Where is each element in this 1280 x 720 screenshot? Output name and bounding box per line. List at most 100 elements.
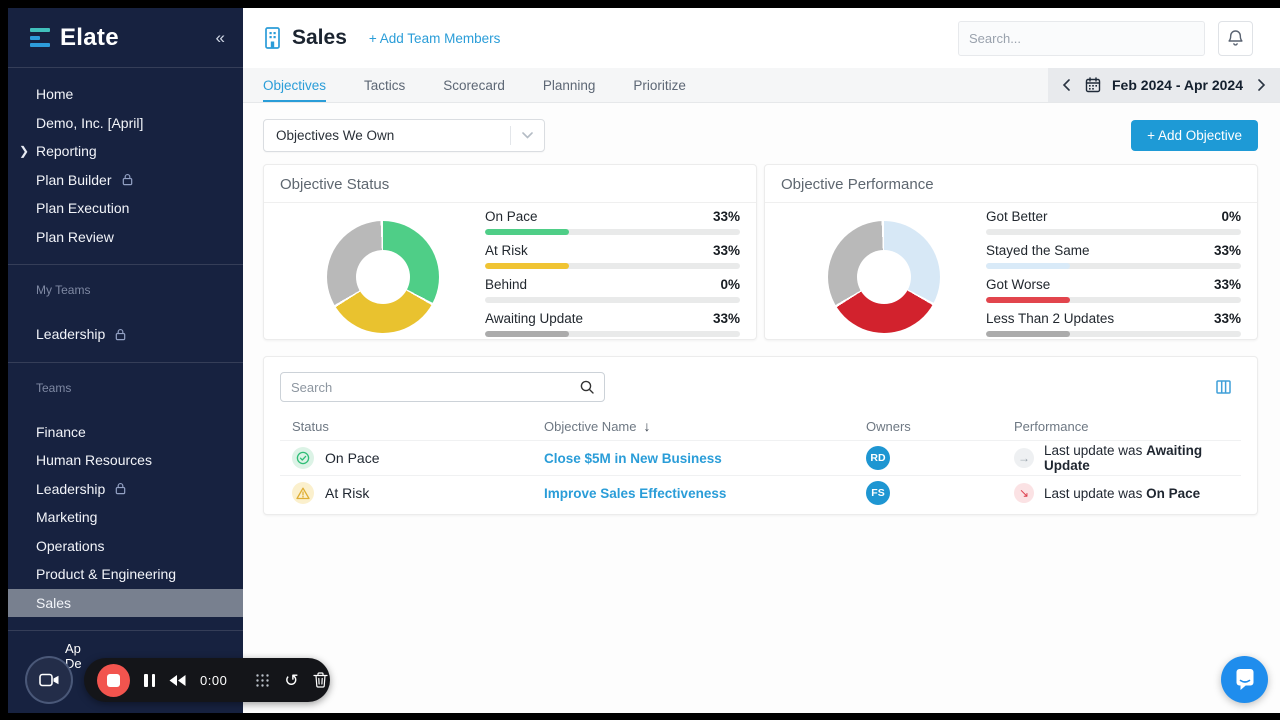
calendar-icon [1085,77,1101,93]
page-title: Sales [292,26,347,49]
sidebar-section-list: Finance Human Resources Leadership Marketin… [8,406,243,617]
performance-text: Last update was On Pace [1044,486,1200,501]
sidebar-item-plan-execution[interactable]: Plan Execution [8,194,243,223]
table-body: On Pace Close $5M in New Business RD → Last … [280,440,1241,510]
sidebar-item-label: Human Resources [36,452,152,469]
card-title: Objective Performance [765,165,1257,203]
legend-label: Awaiting Update [485,311,584,326]
add-objective-button[interactable]: + Add Objective [1131,120,1258,151]
objective-name-link[interactable]: Close $5M in New Business [544,451,722,466]
sidebar-item-finance[interactable]: Finance [8,418,243,447]
rewind-icon [169,674,186,686]
sidebar-item-leadership[interactable]: Leadership [8,475,243,504]
recording-time: 0:00 [200,672,228,688]
sidebar-item-product-engineering[interactable]: Product & Engineering [8,560,243,589]
section-title-teams: Teams [36,380,72,395]
grid-drag-icon[interactable] [255,673,270,688]
sidebar-nav: Home Demo, Inc. [April] ❯ Reporting Plan Bui… [8,68,243,251]
sidebar-item-label: Finance [36,423,86,440]
rewind-button[interactable] [169,674,186,686]
performance-cell: ↘ Last update was On Pace [1014,483,1241,503]
legend-line: Got Worse 33% [986,277,1241,293]
legend-bar-track [485,229,740,235]
delete-recording-button[interactable] [312,672,328,688]
video-camera-icon [38,673,58,687]
legend-row-behind: Behind 0% [485,277,740,303]
date-prev-icon[interactable] [1058,75,1074,95]
sidebar-item-label: Home [36,86,74,103]
objectives-filter-dropdown[interactable]: Objectives We Own [263,119,545,152]
legend-row-got-worse: Got Worse 33% [986,277,1241,303]
owners-cell: FS [866,481,1014,505]
column-settings-icon[interactable] [1216,380,1231,394]
on-pace-status-icon [292,447,314,469]
legend-label: At Risk [485,243,528,258]
app-window: Elate « Home Demo, Inc. [April] ❯ Reporting… [8,8,1280,713]
sidebar-item-home[interactable]: Home [8,80,243,109]
legend-value: 33% [712,311,740,326]
topbar: Sales + Add Team Members [243,8,1280,68]
status-cell: On Pace [280,447,544,469]
legend-line: Awaiting Update 33% [485,311,740,327]
legend-value: 33% [1213,243,1241,258]
restart-recording-icon[interactable]: ↺ [284,670,299,690]
tab-scorecard[interactable]: Scorecard [443,77,505,93]
sidebar-item-label: Demo, Inc. [April] [36,114,144,131]
sidebar-item-marketing[interactable]: Marketing [8,503,243,532]
content-area: Objectives We Own + Add Objective Object… [243,103,1280,713]
sidebar-item-label: Operations [36,537,105,554]
sidebar-item-operations[interactable]: Operations [8,532,243,561]
legend-bar-track [986,263,1241,269]
pause-recording-button[interactable] [144,673,155,687]
search-icon[interactable] [580,380,604,394]
date-next-icon[interactable] [1254,75,1270,95]
notifications-button[interactable] [1218,20,1253,56]
card-title: Objective Status [264,165,756,203]
performance-text: Last update was Awaiting Update [1044,443,1241,473]
avatar[interactable]: FS [866,481,890,505]
sidebar-divider [8,264,243,265]
header-objective-name[interactable]: Objective Name ↓ [544,418,651,434]
tab-planning[interactable]: Planning [542,77,596,93]
main-area: Sales + Add Team Members Objectives Tacti… [243,8,1280,713]
date-range-picker[interactable]: Feb 2024 - Apr 2024 [1048,68,1280,102]
tab-objectives[interactable]: Objectives [263,68,327,102]
sidebar-item-leadership[interactable]: Leadership [8,320,243,349]
sidebar-item-reporting[interactable]: ❯ Reporting [8,137,243,166]
legend-line: On Pace 33% [485,209,740,225]
sidebar-item-plan-builder[interactable]: Plan Builder [8,166,243,195]
avatar[interactable]: RD [866,446,890,470]
sidebar-item-sales[interactable]: Sales [8,588,243,617]
sidebar-item-plan-review[interactable]: Plan Review [8,223,243,252]
recorder-camera-button[interactable] [25,656,73,704]
tabs: Objectives Tactics Scorecard Planning Priori… [243,68,686,102]
table-search-input[interactable] [281,379,580,395]
sidebar-item-demo-inc-april[interactable]: Demo, Inc. [April] [8,109,243,138]
sidebar-item-human-resources[interactable]: Human Resources [8,446,243,475]
sidebar-collapse-icon[interactable]: « [215,27,225,47]
logo-text: Elate [60,23,119,51]
legend-row-less-than-2-updates: Less Than 2 Updates 33% [986,311,1241,337]
sidebar-item-label: Marketing [36,509,98,526]
tab-prioritize[interactable]: Prioritize [633,77,686,93]
chat-launcher-button[interactable] [1221,656,1268,703]
add-team-members-button[interactable]: + Add Team Members [368,30,501,46]
lock-icon [115,328,126,340]
legend-row-at-risk: At Risk 33% [485,243,740,269]
legend-line: At Risk 33% [485,243,740,259]
legend-label: Less Than 2 Updates [986,311,1115,326]
legend-line: Behind 0% [485,277,740,293]
dots-grid-icon [256,673,270,687]
legend-value: 33% [712,209,740,224]
global-search-input[interactable] [958,20,1205,56]
objective-name-link[interactable]: Improve Sales Effectiveness [544,486,727,501]
card-body: On Pace 33% At Risk 33% Behind 0% Awaiting Upd… [264,203,756,339]
status-label: On Pace [325,450,380,466]
stop-recording-button[interactable] [97,663,130,697]
tab-tactics[interactable]: Tactics [364,77,406,93]
recorder-toolbar: 0:00 ↺ [84,658,330,702]
performance-cell: → Last update was Awaiting Update [1014,443,1241,473]
date-range-label: Feb 2024 - Apr 2024 [1112,77,1243,93]
legend-bar-fill [485,263,570,269]
tab-bar: Objectives Tactics Scorecard Planning Priori… [243,68,1280,103]
